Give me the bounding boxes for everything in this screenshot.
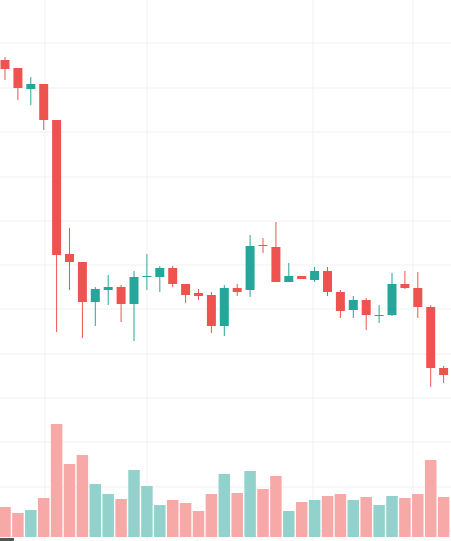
volume-bar xyxy=(270,476,282,537)
candle-body xyxy=(52,120,62,255)
candle-body xyxy=(361,300,371,315)
volume-bar xyxy=(386,496,398,537)
volume-bar xyxy=(115,499,127,537)
volume-bar xyxy=(412,494,424,537)
volume-bar xyxy=(334,494,347,537)
volume-bar xyxy=(89,484,102,537)
candle-body xyxy=(90,289,100,302)
volume-bar xyxy=(76,455,89,537)
candle-body xyxy=(400,284,410,288)
candle-body xyxy=(168,268,178,284)
volume-bar xyxy=(141,486,153,537)
candle-body xyxy=(65,254,74,262)
candle-body xyxy=(77,262,87,302)
volume-bar xyxy=(347,500,360,537)
candle-body xyxy=(374,315,384,316)
candle-body xyxy=(348,300,358,310)
volume-bar xyxy=(321,496,334,537)
candle-body xyxy=(271,247,281,282)
volume-bar xyxy=(360,497,372,537)
candle-body xyxy=(194,293,203,296)
volume-bar xyxy=(179,503,192,537)
volume-bar xyxy=(244,471,256,537)
volume-bar xyxy=(154,505,166,537)
candle-body xyxy=(232,288,242,292)
volume-bar xyxy=(218,474,231,537)
volume-bar xyxy=(63,464,76,537)
candle-body xyxy=(103,287,113,290)
volume-bar xyxy=(373,505,385,537)
candle-body xyxy=(142,276,152,277)
candle-body xyxy=(284,276,294,282)
volume-bar xyxy=(424,460,437,537)
candle-body xyxy=(310,271,320,280)
vertical-grid xyxy=(44,0,414,541)
candle-body xyxy=(39,84,49,120)
candle-body xyxy=(219,288,229,326)
candle-body xyxy=(258,245,268,246)
volume-bar xyxy=(437,497,450,537)
volume-bar xyxy=(25,510,37,537)
candle-body xyxy=(387,284,397,315)
volume-bar xyxy=(231,493,243,537)
volume-bar xyxy=(0,507,11,537)
candle-body xyxy=(206,295,216,326)
volume-bar xyxy=(128,470,140,537)
volume-bar xyxy=(166,500,179,537)
volume-bar xyxy=(295,502,308,537)
candle-body xyxy=(13,68,23,88)
volume-bar xyxy=(192,511,205,537)
candle-body xyxy=(129,277,139,304)
candle-body xyxy=(155,268,165,277)
candle-body xyxy=(413,288,423,307)
candle-body xyxy=(426,307,436,368)
volume-bar xyxy=(308,500,321,537)
volume-bar xyxy=(283,511,295,537)
candle-body xyxy=(439,368,449,375)
candle-body xyxy=(26,84,36,89)
candle-body xyxy=(245,246,255,290)
candle-body xyxy=(0,60,10,69)
volume-bar xyxy=(12,513,24,537)
candle-body xyxy=(323,271,332,292)
volume-bar xyxy=(205,494,218,537)
candle-body xyxy=(116,287,126,304)
volume-bar xyxy=(399,498,411,537)
volume-bar xyxy=(102,494,114,537)
volume-bar xyxy=(257,489,269,537)
scrollbar xyxy=(0,538,14,541)
candle-body xyxy=(181,284,191,295)
volume-bar xyxy=(37,498,50,537)
candle-body xyxy=(335,292,345,311)
candle-body xyxy=(297,276,307,279)
volume-bar xyxy=(50,424,63,537)
